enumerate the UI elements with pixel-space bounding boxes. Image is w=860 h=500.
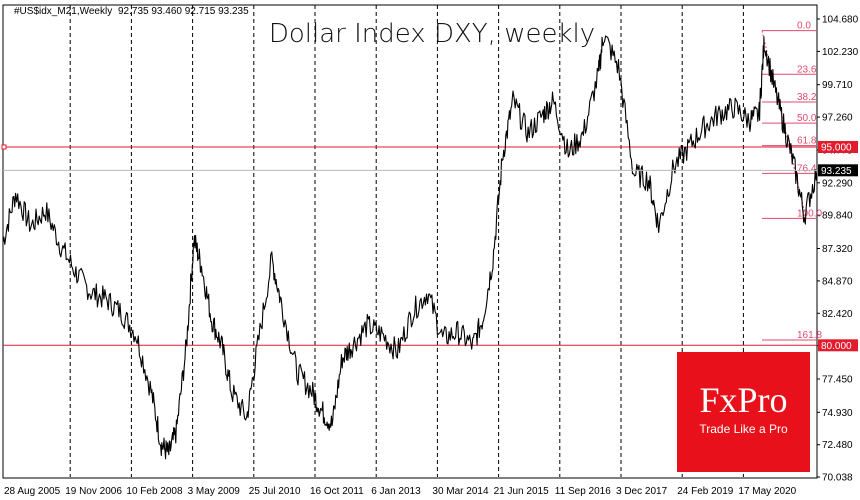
level-badge	[818, 140, 858, 153]
y-tick-label: 70.038	[822, 473, 853, 484]
x-tick-label: 30 Mar 2014	[432, 486, 489, 497]
y-tick-label: 84.870	[822, 276, 853, 287]
y-tick-label: 87.320	[822, 244, 853, 255]
y-tick-label: 74.930	[822, 408, 853, 419]
x-tick-label: 16 Oct 2011	[310, 486, 364, 497]
y-tick-label: 97.260	[822, 113, 853, 124]
current-price-label: 93.235	[821, 166, 852, 177]
level-badge-label: 80.000	[821, 341, 852, 352]
y-tick-label: 82.420	[822, 309, 853, 320]
x-tick-label: 6 Jan 2013	[371, 486, 421, 497]
y-tick-label: 89.840	[822, 211, 853, 222]
current-price-badge	[818, 164, 858, 177]
y-tick-label: 72.480	[822, 440, 853, 451]
x-tick-label: 19 Nov 2006	[65, 486, 122, 497]
y-tick-label: 102.230	[822, 47, 859, 58]
x-tick-label: 17 May 2020	[738, 486, 796, 497]
level-badge-label: 95.000	[821, 142, 852, 153]
fib-level-label: 161.8	[797, 330, 822, 341]
fib-level-label: 61.8	[797, 136, 817, 147]
symbol-label: #US$idx_M21,Weekly	[14, 6, 112, 17]
y-tick-label: 92.290	[822, 178, 853, 189]
x-axis-ticks: 28 Aug 2005 19 Nov 2006 10 Feb 2008 3 May 2…	[4, 486, 797, 497]
current-price-marker: 93.235	[3, 164, 858, 177]
fib-level-label: 38.2	[797, 92, 817, 103]
y-axis-ticks: 104.680102.23099.71097.26094.77592.29089…	[817, 15, 859, 484]
fib-level-label: 50.0	[797, 113, 817, 124]
level-badge	[818, 339, 858, 352]
fib-level-label: 76.4	[797, 163, 817, 174]
fib-level-label: 0.0	[797, 21, 811, 32]
x-tick-label: 10 Feb 2008	[126, 486, 183, 497]
fibonacci-levels: 0.0 23.6 38.2 50.0 61.8 76.4 100.0 161.8	[761, 21, 822, 341]
x-tick-label: 25 Jul 2010	[249, 486, 301, 497]
ohlc-readout: 92.735 93.460 92.715 93.235	[118, 6, 249, 17]
fib-level-label: 100.0	[797, 208, 822, 219]
y-tick-label: 99.710	[822, 80, 853, 91]
level-anchor	[1, 144, 7, 150]
x-tick-label: 28 Aug 2005	[4, 486, 61, 497]
logo-name: FxPro	[699, 380, 788, 420]
y-tick-label: 104.680	[822, 15, 859, 26]
price-series-line	[2, 35, 818, 460]
fib-level-label: 23.6	[797, 64, 817, 75]
fxpro-logo: FxPro Trade Like a Pro	[677, 352, 810, 472]
vertical-gridlines	[69, 5, 744, 477]
x-tick-label: 3 Dec 2017	[616, 486, 668, 497]
y-tick-label: 77.450	[822, 375, 853, 386]
x-tick-label: 11 Sep 2016	[555, 486, 611, 497]
x-tick-label: 24 Feb 2019	[677, 486, 734, 497]
chart-title: Dollar Index DXY, weekly	[269, 19, 595, 49]
x-tick-label: 3 May 2009	[188, 486, 241, 497]
x-tick-label: 21 Jun 2015	[494, 486, 549, 497]
logo-tagline: Trade Like a Pro	[699, 422, 788, 436]
